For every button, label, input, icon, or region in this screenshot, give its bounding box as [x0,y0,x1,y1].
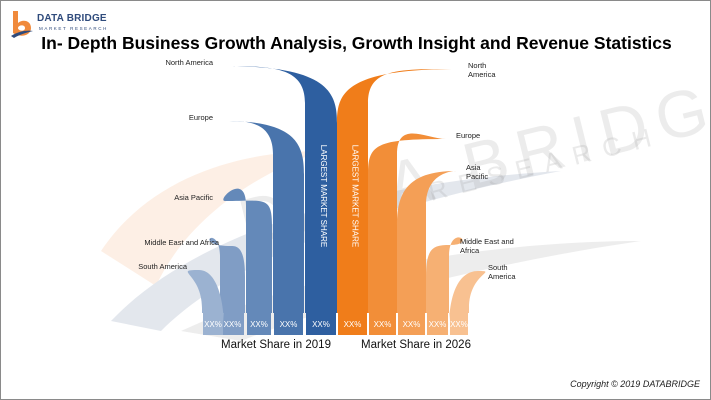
data-label-2019-2: XX% [250,320,268,329]
value-box-2019-2 [247,313,271,335]
watermark-swoosh-blue [111,171,561,331]
bar-2026-0 [337,68,458,314]
bar-2026-4 [449,271,486,328]
bar-2019-0 [225,66,337,313]
bar-2019-3 [209,237,245,313]
data-label-2019-4: XX% [204,320,222,329]
bar-2026-2 [397,170,456,313]
data-label-2026-2: XX% [403,320,421,329]
region-label-2019-4: South America [138,262,188,271]
value-box-2026-0 [338,313,367,335]
largest-share-label-2026: LARGEST MARKET SHARE [351,145,360,247]
value-box-2026-2 [398,313,425,335]
value-box-2019-3 [221,313,244,335]
value-box-2019-1 [274,313,303,335]
region-label-2019-0: North America [165,58,213,67]
region-label-2019-1: Europe [189,113,213,122]
largest-share-label-2019: LARGEST MARKET SHARE [319,145,328,247]
region-label-2026-3: Middle East and Africa [460,237,514,255]
series-2026: XX% North America XX% Europe XX% Asia Pacific XX… [337,61,516,351]
value-box-2026-4 [450,313,468,335]
data-label-2026-1: XX% [374,320,392,329]
data-label-2019-3: XX% [224,320,242,329]
region-label-2019-2: Asia Pacific [174,193,213,202]
region-label-2026-2: Asia Pacific [466,163,488,181]
bar-2026-1 [368,133,446,313]
value-box-2026-3 [427,313,448,335]
series-2019: XX% North America XX% Europe XX% Asia Pacific… [138,58,337,351]
value-box-2019-4 [203,313,223,335]
value-box-2026-1 [369,313,396,335]
brand-tagline: MARKET RESEARCH [39,26,108,31]
brand-logo: DATA BRIDGE MARKET RESEARCH [9,9,129,41]
series-label-2019: Market Share in 2019 [221,339,331,351]
region-label-2026-1: Europe [456,131,480,140]
bar-2019-4 [187,270,224,328]
region-label-2026-0: North America [468,61,496,79]
copyright-notice: Copyright © 2019 DATABRIDGE [570,379,700,389]
region-label-2026-4: South America [488,263,516,281]
bar-2026-3 [426,237,463,313]
data-label-2019-0: XX% [312,320,330,329]
brand-logo-icon [11,11,33,38]
data-label-2026-0: XX% [344,320,362,329]
bar-2019-1 [225,120,304,314]
region-label-2019-3: Middle East and Africa [144,238,219,247]
data-label-2019-1: XX% [280,320,298,329]
watermark-swoosh-orange [101,151,321,286]
bar-2019-2 [223,188,272,313]
data-label-2026-3: XX% [429,320,447,329]
brand-name: DATA BRIDGE [37,13,107,24]
value-box-2019-0 [306,313,336,335]
series-label-2026: Market Share in 2026 [361,339,471,351]
data-label-2026-4: XX% [450,320,468,329]
page-title: In- Depth Business Growth Analysis, Grow… [41,33,672,53]
